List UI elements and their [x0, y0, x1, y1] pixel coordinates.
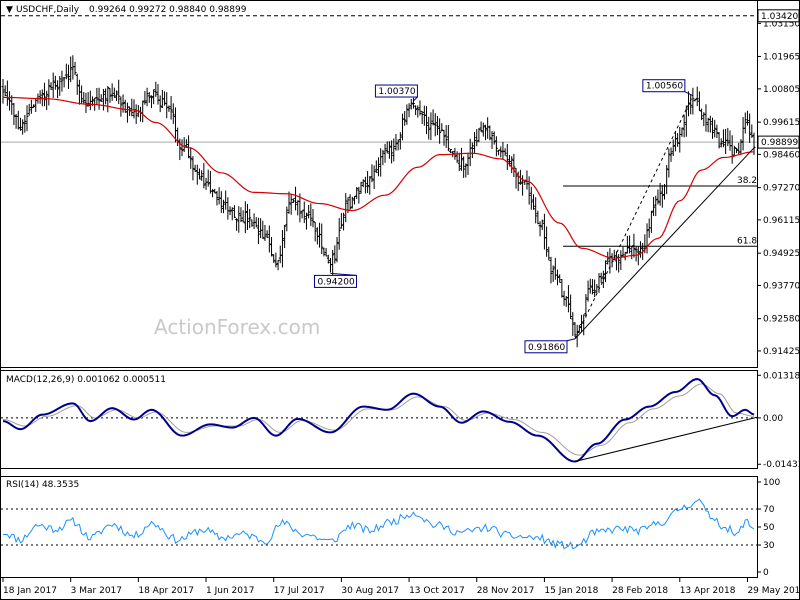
price-axis-tick-label: 0.96115 — [763, 216, 800, 226]
x-axis-tick-label: 17 Jul 2017 — [274, 586, 325, 596]
rsi-axis-tick-label: 100 — [763, 478, 780, 488]
x-axis-tick-label: 30 Aug 2017 — [341, 586, 399, 596]
price-axis-tick-label: 0.97270 — [763, 184, 800, 194]
x-axis-tick-label: 1 Jun 2017 — [206, 586, 254, 596]
rising-trendline — [574, 146, 756, 340]
price-axis-tick-label: 0.98460 — [763, 150, 800, 160]
annotation-box — [524, 340, 568, 354]
resistance-price-label: 1.03420 — [761, 12, 798, 22]
header-symbol: USDCHF,Daily — [16, 5, 80, 15]
price-axis-tick-label: 1.03150 — [763, 19, 800, 29]
price-axis-tick-label: 0.92580 — [763, 315, 800, 325]
macd-signal-line — [2, 383, 755, 456]
price-annotations-layer: 1.00370 0.94200 0.91860 1.00560 — [313, 79, 756, 354]
price-panel-frame — [0, 0, 758, 368]
current-price-label: 0.98899 — [761, 138, 798, 148]
annotation-box — [313, 274, 357, 288]
price-axis-tick-label: 0.94925 — [763, 249, 800, 259]
fib-level-label: 61.8 — [737, 236, 757, 246]
rsi-panel-frame — [0, 476, 758, 578]
rsi-axis-tick-label: 70 — [763, 505, 775, 515]
macd-layer: 0.013184 0.00 -0.014339 — [1, 371, 800, 470]
macd-axis-tick-label: 0.00 — [763, 414, 783, 424]
price-axis-tick-label: 0.93770 — [763, 281, 800, 291]
watermark: ActionForex.com — [154, 315, 320, 339]
x-axis-tick-label: 28 Nov 2017 — [477, 586, 535, 596]
macd-title: MACD(12,26,9) 0.001062 0.000511 — [6, 375, 166, 385]
macd-trendline — [574, 416, 758, 463]
annotation-label: 0.91860 — [528, 343, 565, 353]
x-axis-tick-label: 13 Apr 2018 — [680, 586, 736, 596]
price-grid-layer: 38.2 61.8 — [1, 15, 757, 247]
macd-axis-tick-label: -0.014339 — [763, 460, 800, 470]
x-axis-layer: 18 Jan 2017 3 Mar 2017 18 Apr 2017 1 Jun 20… — [2, 578, 800, 596]
rsi-line — [2, 498, 755, 550]
resistance-price-box — [757, 9, 800, 23]
header-arrow: ▼ — [6, 5, 13, 15]
header-ohlc: 0.99264 0.99272 0.98840 0.98899 — [89, 5, 247, 15]
moving-average-layer — [2, 96, 755, 259]
annotation-leader — [684, 91, 694, 97]
fib-swing-dashed-line — [574, 95, 694, 339]
macd-main-line — [2, 378, 755, 463]
rsi-layer: 100 70 50 30 0 — [1, 478, 780, 578]
moving-average-line — [2, 96, 755, 259]
fib-level-label: 38.2 — [737, 176, 757, 186]
rsi-title: RSI(14) 48.3535 — [6, 480, 79, 490]
x-axis-tick-label: 18 Apr 2017 — [138, 586, 194, 596]
annotation-box — [642, 79, 686, 93]
macd-panel-frame — [0, 370, 758, 469]
price-axis-tick-label: 1.00805 — [763, 85, 800, 95]
annotation-leader — [566, 338, 576, 342]
x-axis-tick-label: 29 May 2018 — [747, 586, 800, 596]
x-axis-tick-label: 28 Feb 2018 — [612, 586, 668, 596]
rsi-axis-tick-label: 50 — [763, 523, 775, 533]
macd-axis-tick-label: 0.013184 — [763, 371, 800, 381]
rsi-axis-tick-label: 30 — [763, 541, 775, 551]
price-axis-layer: 1.03150 1.01965 1.00805 0.99615 0.98460 0.972… — [757, 9, 800, 357]
x-axis-tick-label: 3 Mar 2017 — [71, 586, 122, 596]
rsi-axis-tick-label: 0 — [763, 568, 769, 578]
price-bars-layer — [1, 55, 756, 348]
x-axis-tick-label: 13 Oct 2017 — [409, 586, 465, 596]
x-axis-tick-label: 15 Jan 2018 — [544, 586, 598, 596]
price-axis-tick-label: 1.01965 — [763, 52, 800, 62]
annotation-label: 0.94200 — [317, 277, 354, 287]
price-axis-tick-label: 0.99615 — [763, 118, 800, 128]
current-price-box — [757, 135, 800, 149]
annotation-label: 1.00370 — [378, 87, 415, 97]
x-axis-tick-label: 18 Jan 2017 — [3, 586, 57, 596]
annotation-label: 1.00560 — [646, 82, 683, 92]
annotation-box — [374, 84, 418, 98]
price-axis-tick-label: 0.91425 — [763, 347, 800, 357]
annotation-leader — [413, 96, 418, 102]
